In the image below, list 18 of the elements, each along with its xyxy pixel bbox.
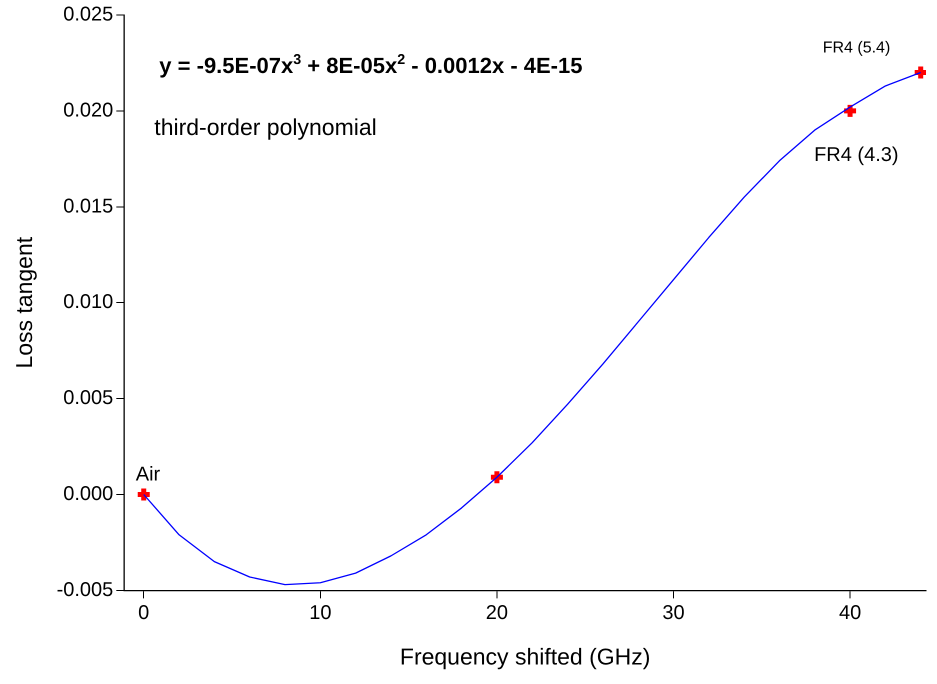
y-tick-label: 0.010 [63,291,114,314]
annotation: FR4 (5.4) [822,40,890,57]
y-tick-label: 0.025 [63,4,114,26]
annotation: Air [136,464,161,486]
x-tick-label: 30 [662,602,685,624]
y-tick-label: 0.020 [63,99,114,122]
y-axis-title: Loss tangent [11,236,38,369]
y-tick-label: 0.015 [63,195,114,218]
x-tick-label: 0 [138,602,150,624]
y-tick-label: 0.005 [63,387,114,410]
x-tick-label: 20 [486,602,508,624]
annotation: third-order polynomial [154,114,377,140]
y-tick-label: -0.005 [56,578,114,601]
x-tick-label: 10 [309,602,332,624]
y-tick-label: 0.000 [63,483,114,506]
x-axis-title: Frequency shifted (GHz) [400,644,650,670]
x-tick-label: 40 [838,602,862,624]
annotation: FR4 (4.3) [814,144,899,166]
